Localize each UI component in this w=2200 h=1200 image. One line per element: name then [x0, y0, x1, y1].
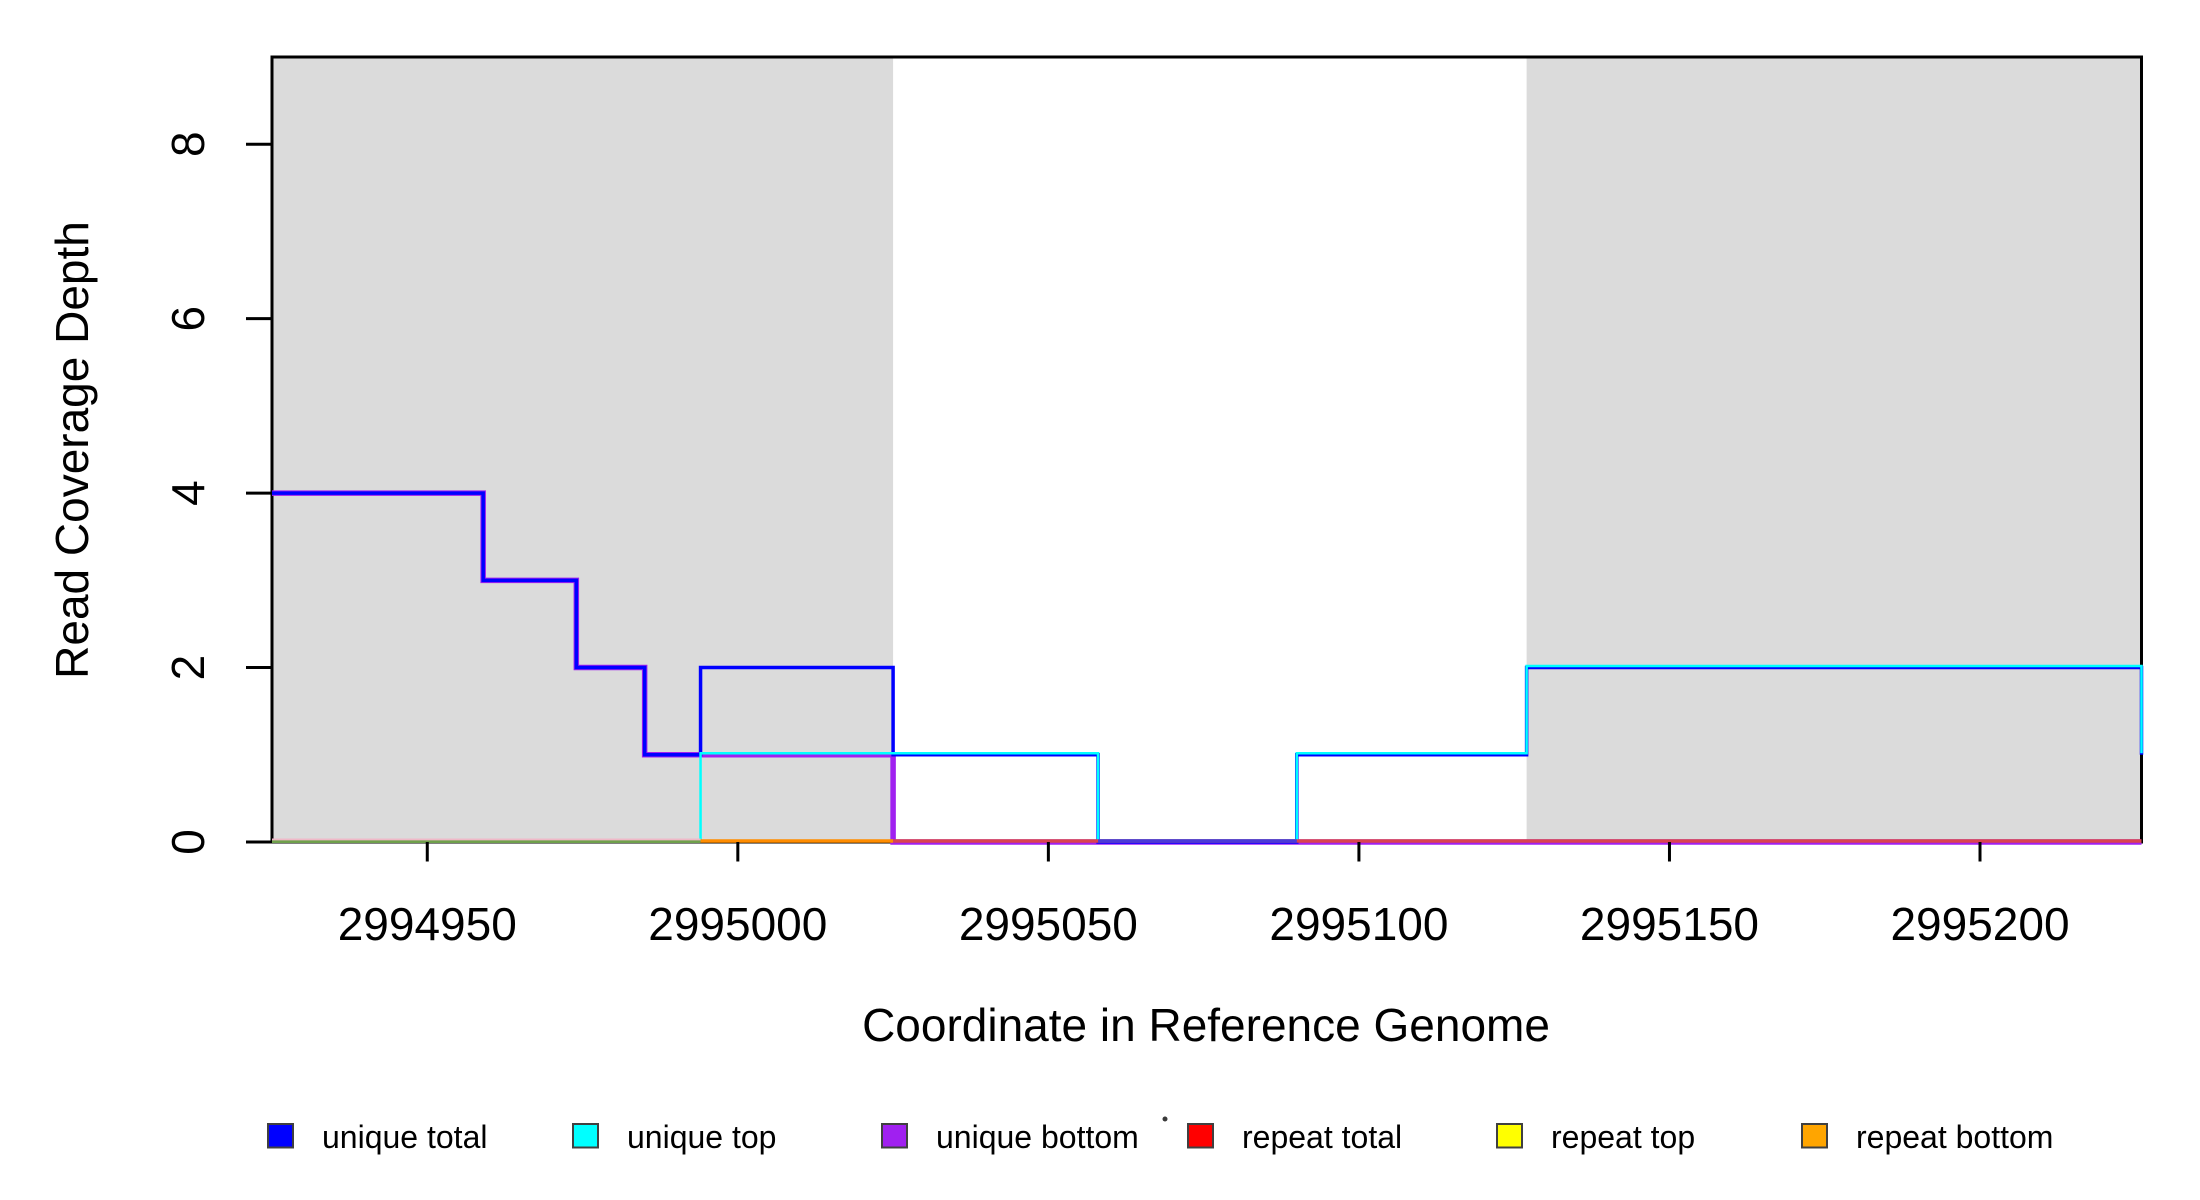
- x-axis-title: Coordinate in Reference Genome: [862, 999, 1550, 1051]
- x-tick-label: 2995050: [959, 898, 1138, 950]
- y-tick-label: 6: [162, 306, 214, 332]
- y-tick-label: 0: [162, 829, 214, 855]
- legend-label-unique-bottom: unique bottom: [936, 1119, 1139, 1155]
- legend-swatch-unique-bottom: [881, 1123, 908, 1149]
- legend-label-repeat-top: repeat top: [1551, 1119, 1695, 1155]
- legend-swatch-repeat-bottom: [1801, 1123, 1828, 1149]
- legend-label-repeat-total: repeat total: [1242, 1119, 1402, 1155]
- legend-label-unique-total: unique total: [322, 1119, 487, 1155]
- x-tick-label: 2995100: [1269, 898, 1448, 950]
- legend-label-repeat-bottom: repeat bottom: [1856, 1119, 2053, 1155]
- series-unique-total-line: [272, 491, 2144, 844]
- legend-label-unique-top: unique top: [627, 1119, 776, 1155]
- legend-swatch-repeat-top: [1496, 1123, 1523, 1149]
- y-tick-label: 2: [162, 655, 214, 681]
- masked-region-left: [272, 57, 894, 842]
- x-tick-label: 2995200: [1890, 898, 2069, 950]
- y-tick-label: 8: [162, 131, 214, 157]
- stray-dot: [1162, 1116, 1168, 1122]
- legend-swatch-unique-top: [572, 1123, 599, 1149]
- legend-swatch-repeat-total: [1187, 1123, 1214, 1149]
- x-tick-label: 2995000: [648, 898, 827, 950]
- y-tick-label: 4: [162, 480, 214, 506]
- masked-region-right: [1526, 57, 2142, 842]
- x-tick-label: 2995150: [1580, 898, 1759, 950]
- legend-swatch-unique-total: [267, 1123, 294, 1149]
- x-tick-label: 2994950: [338, 898, 517, 950]
- y-axis-title: Read Coverage Depth: [46, 221, 98, 679]
